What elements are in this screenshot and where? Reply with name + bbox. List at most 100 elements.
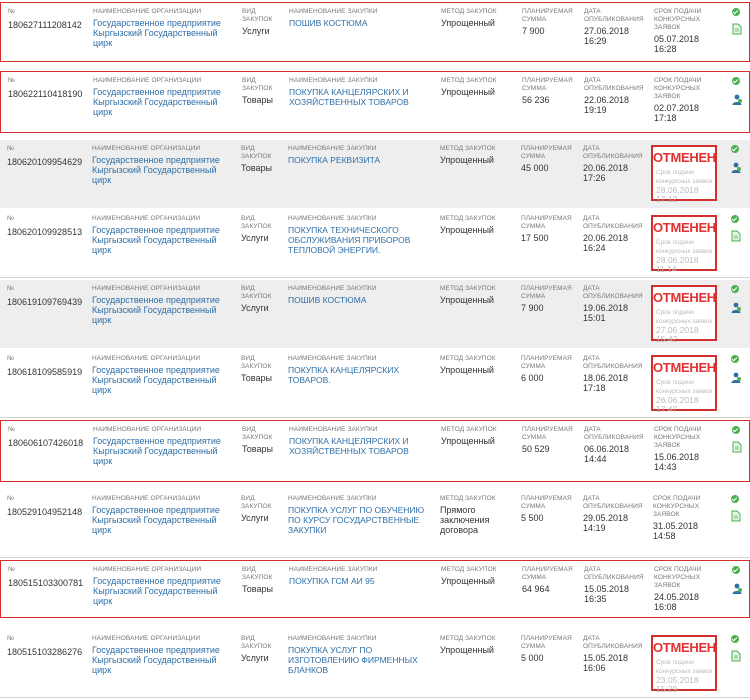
doc-icon[interactable] — [731, 509, 741, 522]
organization-link[interactable]: Государственное предприятие Кыргызский Г… — [92, 505, 220, 535]
user-icon[interactable] — [732, 581, 742, 594]
procurement-method: Метод закупок Прямого заключения договора — [440, 495, 518, 535]
procurement-number-header: № — [7, 495, 15, 502]
deadline-faded: Срок подачи конкурсных заявок 27.06.2018 1… — [656, 308, 715, 344]
purchase-link[interactable]: Пошив костюма — [289, 18, 368, 28]
publish-date-time: 14:44 — [584, 454, 607, 464]
purchase-link[interactable]: Покупка услуг по обучению по курсу госуд… — [288, 505, 425, 535]
procurement-method-value: Упрощенный — [441, 87, 495, 97]
deadline-date: 31.05.2018 — [653, 521, 699, 531]
procurement-kind-value: Товары — [242, 444, 273, 454]
procurement-method: Метод закупок Упрощенный — [441, 566, 519, 586]
publish-date-header: Дата опубликования — [583, 215, 643, 230]
publish-date-header: Дата опубликования — [584, 426, 644, 441]
organization-link[interactable]: Государственное предприятие Кыргызский Г… — [93, 576, 221, 606]
procurement-kind: Вид закупок Товары — [241, 355, 285, 383]
publish-date-day: 20.06.2018 — [583, 163, 629, 173]
purchase-name-value: Покупка реквизита — [288, 155, 436, 165]
procurement-kind-header: Вид закупок — [241, 635, 272, 650]
planned-sum-value: 17 500 — [521, 233, 549, 243]
purchase-link[interactable]: Покупка ГСМ АИ 95 — [289, 576, 375, 586]
purchase-name: Наименование закупки Покупка услуг по изг… — [288, 635, 436, 675]
planned-sum-value: 5 000 — [521, 653, 544, 663]
doc-icon[interactable] — [732, 22, 742, 35]
purchase-link[interactable]: Покупка канцелярских и хозяйственных тов… — [289, 87, 409, 107]
procurement-kind: Вид закупок Услуги — [241, 635, 285, 663]
purchase-name-value: Покупка услуг по обучению по курсу госуд… — [288, 505, 436, 535]
doc-icon[interactable] — [731, 229, 741, 242]
organization-link[interactable]: Государственное предприятие Кыргызский Г… — [93, 87, 221, 117]
organization-link[interactable]: Государственное предприятие Кыргызский Г… — [92, 645, 220, 675]
user-icon[interactable] — [731, 300, 741, 313]
organization-name-header: Наименование организации — [93, 426, 202, 433]
organization-link[interactable]: Государственное предприятие Кыргызский Г… — [93, 436, 221, 466]
procurement-method-header: Метод закупок — [441, 77, 497, 84]
organization-name: Наименование организации Государственное … — [93, 77, 238, 117]
organization-name-header: Наименование организации — [93, 8, 202, 15]
doc-icon[interactable] — [731, 649, 741, 662]
organization-name-value: Государственное предприятие Кыргызский Г… — [92, 505, 237, 535]
user-icon[interactable] — [731, 370, 741, 383]
deadline-value: 02.07.2018 17:18 — [654, 103, 720, 123]
publish-date-header: Дата опубликования — [583, 635, 643, 650]
organization-link[interactable]: Государственное предприятие Кыргызский Г… — [92, 225, 220, 255]
procurement-method-value: Упрощенный — [441, 576, 495, 586]
procurement-method: Метод закупок Упрощенный — [440, 215, 518, 235]
check-icon[interactable] — [732, 8, 740, 16]
procurement-method-header: Метод закупок — [440, 355, 496, 362]
purchase-link[interactable]: Пошив костюма — [288, 295, 367, 305]
purchase-link[interactable]: Покупка технического обслуживания прибор… — [288, 225, 411, 255]
organization-link[interactable]: Государственное предприятие Кыргызский Г… — [92, 295, 220, 325]
check-icon[interactable] — [732, 566, 740, 574]
check-icon[interactable] — [732, 426, 740, 434]
user-icon[interactable] — [732, 92, 742, 105]
procurement-kind-value: Услуги — [241, 233, 269, 243]
check-icon[interactable] — [731, 145, 739, 153]
publish-date: Дата опубликования 22.06.2018 19:19 — [584, 77, 648, 115]
publish-date: Дата опубликования 15.05.2018 16:06 — [583, 635, 647, 673]
deadline-faded-header: Срок подачи конкурсных заявок — [656, 379, 713, 395]
organization-link[interactable]: Государственное предприятие Кыргызский Г… — [92, 365, 220, 395]
check-icon[interactable] — [731, 635, 739, 643]
deadline: Срок подачи конкурсных заявок 15.06.2018 1… — [654, 426, 720, 472]
procurement-method-value: Упрощенный — [440, 645, 494, 655]
planned-sum-header: Планируемая сумма — [522, 566, 573, 581]
procurement-number-header: № — [7, 635, 15, 642]
planned-sum-header: Планируемая сумма — [522, 8, 573, 23]
procurement-number: № 180620109954629 — [7, 145, 87, 167]
check-icon[interactable] — [731, 495, 739, 503]
planned-sum: Планируемая сумма 17 500 — [521, 215, 579, 243]
procurement-kind: Вид закупок Товары — [242, 77, 286, 105]
procurement-kind: Вид закупок Услуги — [242, 8, 286, 36]
check-icon[interactable] — [732, 77, 740, 85]
deadline-faded-header: Срок подачи конкурсных заявок — [656, 309, 713, 325]
purchase-link[interactable]: Покупка услуг по изготовлению фирменных … — [288, 645, 418, 675]
check-icon[interactable] — [731, 355, 739, 363]
purchase-name: Наименование закупки Пошив костюма — [288, 285, 436, 305]
organization-link[interactable]: Государственное предприятие Кыргызский Г… — [93, 18, 221, 48]
procurement-number-value: 180529104952148 — [7, 507, 83, 517]
planned-sum-value: 50 529 — [522, 444, 550, 454]
organization-name: Наименование организации Государственное … — [92, 355, 237, 395]
purchase-link[interactable]: Покупка канцелярских товаров. — [288, 365, 400, 385]
deadline-faded-date: 28.06.2018 — [656, 255, 699, 265]
procurement-number-value: 180515103300781 — [8, 578, 84, 588]
table-row: № 180515103286276 Наименование организации… — [0, 630, 750, 698]
deadline: Срок подачи конкурсных заявок 24.05.2018 1… — [654, 566, 720, 612]
purchase-link[interactable]: Покупка канцелярских и хозяйственных тов… — [289, 436, 409, 456]
procurement-kind-header: Вид закупок — [241, 285, 272, 300]
check-icon[interactable] — [731, 285, 739, 293]
procurement-kind-value: Услуги — [241, 303, 269, 313]
organization-name-header: Наименование организации — [92, 495, 201, 502]
purchase-name: Наименование закупки Покупка услуг по обу… — [288, 495, 436, 535]
doc-icon[interactable] — [732, 440, 742, 453]
organization-name: Наименование организации Государственное … — [92, 145, 237, 185]
check-icon[interactable] — [731, 215, 739, 223]
organization-name-value: Государственное предприятие Кыргызский Г… — [93, 576, 238, 606]
procurement-number-value: 180618109585919 — [7, 367, 83, 377]
user-icon[interactable] — [731, 160, 741, 173]
purchase-link[interactable]: Покупка реквизита — [288, 155, 381, 165]
organization-link[interactable]: Государственное предприятие Кыргызский Г… — [92, 155, 220, 185]
purchase-name-header: Наименование закупки — [289, 8, 378, 15]
deadline-date: 02.07.2018 — [654, 103, 700, 113]
